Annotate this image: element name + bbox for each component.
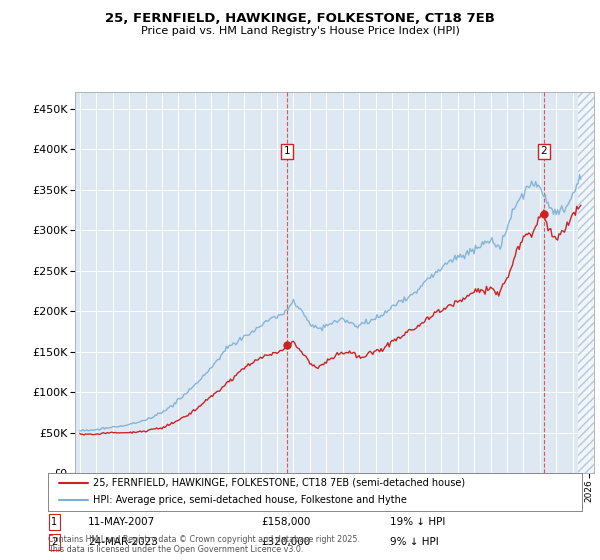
Text: £320,000: £320,000 [262,537,311,547]
Text: HPI: Average price, semi-detached house, Folkestone and Hythe: HPI: Average price, semi-detached house,… [94,496,407,506]
Text: £158,000: £158,000 [262,517,311,527]
Text: Price paid vs. HM Land Registry's House Price Index (HPI): Price paid vs. HM Land Registry's House … [140,26,460,36]
Text: 25, FERNFIELD, HAWKINGE, FOLKESTONE, CT18 7EB: 25, FERNFIELD, HAWKINGE, FOLKESTONE, CT1… [105,12,495,25]
Bar [578,92,594,473]
Text: 25, FERNFIELD, HAWKINGE, FOLKESTONE, CT18 7EB (semi-detached house): 25, FERNFIELD, HAWKINGE, FOLKESTONE, CT1… [94,478,466,488]
Bar [578,92,594,473]
Text: 24-MAR-2023: 24-MAR-2023 [88,537,158,547]
Text: 2: 2 [51,537,58,547]
Text: 1: 1 [52,517,58,527]
Text: 9% ↓ HPI: 9% ↓ HPI [390,537,439,547]
Text: 19% ↓ HPI: 19% ↓ HPI [390,517,445,527]
Text: 2: 2 [541,146,547,156]
Text: Contains HM Land Registry data © Crown copyright and database right 2025.
This d: Contains HM Land Registry data © Crown c… [48,535,360,554]
Text: 1: 1 [284,146,290,156]
Text: 11-MAY-2007: 11-MAY-2007 [88,517,155,527]
